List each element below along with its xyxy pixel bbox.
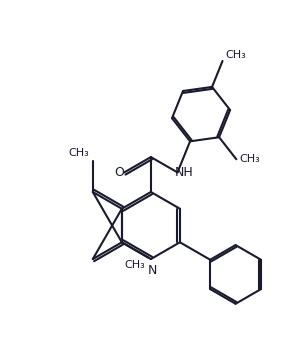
Text: NH: NH xyxy=(174,166,193,179)
Text: N: N xyxy=(148,264,157,277)
Text: O: O xyxy=(114,166,124,179)
Text: CH₃: CH₃ xyxy=(225,50,246,60)
Text: CH₃: CH₃ xyxy=(124,260,145,270)
Text: CH₃: CH₃ xyxy=(240,154,260,164)
Text: CH₃: CH₃ xyxy=(69,148,89,158)
